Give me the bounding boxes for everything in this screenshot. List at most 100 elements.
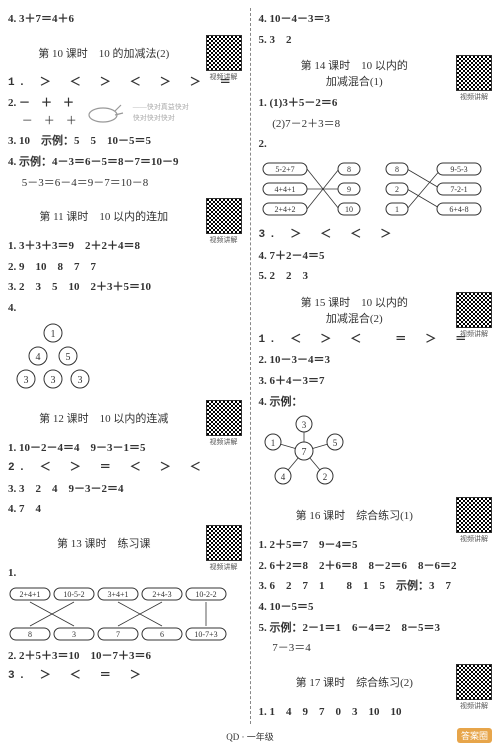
item: 2. 2＋5＋3＝10 10－7＋3＝6: [8, 648, 242, 666]
lesson-14-head: 第 14 课时 10 以内的 加减混合(1): [259, 55, 493, 91]
carrot-icon: [85, 99, 125, 127]
qr-icon: [206, 35, 242, 71]
footer: QD · 一年级 答案圈: [8, 730, 492, 743]
qr-icon: [456, 497, 492, 533]
svg-text:8: 8: [347, 165, 351, 174]
lesson-15-title: 第 15 课时 10 以内的 加减混合(2): [259, 294, 451, 326]
cross-diagram-1: 2+4+1 10-5-2 3+4+1 2+4-3 10-2-2 8 3 7 6 10-7+3: [8, 586, 242, 645]
qr-icon: [206, 400, 242, 436]
lesson-14-title: 第 14 课时 10 以内的 加减混合(1): [259, 57, 451, 89]
item: 4. 示例：4－3＝6－5＝8－7＝10－9: [8, 154, 242, 172]
svg-text:10-5-2: 10-5-2: [63, 590, 84, 599]
svg-text:9: 9: [347, 185, 351, 194]
svg-text:5-2+7: 5-2+7: [275, 165, 294, 174]
item: 3. 3 2 4 9－3－2＝4: [8, 481, 242, 499]
svg-text:3: 3: [301, 420, 306, 430]
item: 4. 示例：: [259, 394, 493, 412]
svg-text:5: 5: [66, 352, 71, 363]
lesson-16-head: 第 16 课时 综合练习(1): [259, 497, 493, 533]
svg-text:9-5-3: 9-5-3: [450, 165, 467, 174]
item: 4. 10－5＝5: [259, 599, 493, 617]
item: 5－3＝6－4＝9－7＝10－8: [8, 175, 242, 193]
q2-text: 2. － ＋ ＋ － ＋ ＋: [8, 95, 77, 130]
svg-text:5: 5: [332, 438, 337, 448]
lesson-10-head: 第 10 课时 10 的加减法(2): [8, 35, 242, 71]
column-divider: [250, 8, 251, 724]
qr-icon: [456, 292, 492, 328]
svg-text:1: 1: [270, 438, 275, 448]
item: (2)7－2＋3＝8: [259, 116, 493, 134]
svg-text:7: 7: [116, 630, 120, 639]
item: 5. 3 2: [259, 32, 493, 50]
q2-row: 2. － ＋ ＋ － ＋ ＋ ——快对真益快对 快对快对快对: [8, 95, 242, 130]
carrot-note: ——快对真益快对 快对快对快对: [133, 102, 189, 124]
lesson-12-head: 第 12 课时 10 以内的连减: [8, 400, 242, 436]
lesson-13-head: 第 13 课时 练习课: [8, 525, 242, 561]
svg-text:3: 3: [72, 630, 76, 639]
item: 4.: [8, 300, 242, 318]
qr-icon: [206, 525, 242, 561]
svg-text:2: 2: [322, 472, 327, 482]
page-columns: 4. 3＋7＝4＋6 第 10 课时 10 的加减法(2) 1. ＞ ＜ ＞ ＜…: [8, 8, 492, 724]
qr-icon: [456, 55, 492, 91]
item: 2. 9 10 8 7 7: [8, 259, 242, 277]
svg-text:1: 1: [395, 205, 399, 214]
footer-badge: 答案圈: [457, 728, 492, 743]
item: 2. 6＋2＝8 2＋6＝8 8－2＝6 8－6＝2: [259, 558, 493, 576]
svg-text:10-2-2: 10-2-2: [195, 590, 216, 599]
item: 3. 6 2 7 1 8 1 5 示例：3 7: [259, 578, 493, 596]
item: 4. 10－4－3＝3: [259, 11, 493, 29]
svg-text:4: 4: [36, 352, 41, 363]
svg-text:2+4+1: 2+4+1: [19, 590, 40, 599]
svg-text:2+4-3: 2+4-3: [152, 590, 171, 599]
lesson-16-title: 第 16 课时 综合练习(1): [259, 507, 451, 523]
svg-text:7: 7: [301, 447, 306, 458]
svg-text:3+4+1: 3+4+1: [107, 590, 128, 599]
right-column: 4. 10－4－3＝3 5. 3 2 第 14 课时 10 以内的 加减混合(1…: [259, 8, 493, 724]
item: 2. － ＋ ＋: [8, 95, 77, 113]
item: 3. ＞ ＜ ＜ ＞: [259, 227, 493, 245]
svg-text:8: 8: [395, 165, 399, 174]
item: 3. 2 3 5 10 2＋3＋5＝10: [8, 279, 242, 297]
item: 4. 3＋7＝4＋6: [8, 11, 242, 29]
item: 5. 示例：2－1＝1 6－4＝2 8－5＝3: [259, 620, 493, 638]
item: 3. 6＋4－3＝7: [259, 373, 493, 391]
svg-text:3: 3: [51, 375, 56, 386]
lesson-11-title: 第 11 课时 10 以内的连加: [8, 208, 200, 224]
svg-text:2+4+2: 2+4+2: [274, 205, 295, 214]
qr-icon: [206, 198, 242, 234]
item: 5. 2 2 3: [259, 268, 493, 286]
cross-diagram-2: 5-2+7 4+4+1 2+4+2 8 9 10 8 2 1 9-5-3 7-2-1 6+4-8: [259, 157, 493, 224]
star-diagram: 7 3 1 5 4 2: [259, 414, 493, 491]
item: 2.: [259, 136, 493, 154]
item: 4. 7 4: [8, 501, 242, 519]
svg-text:7-2-1: 7-2-1: [450, 185, 467, 194]
svg-text:4: 4: [280, 472, 285, 482]
svg-text:3: 3: [78, 375, 83, 386]
footer-text: QD · 一年级: [226, 732, 274, 742]
triangle-diagram: 1 4 5 3 3 3: [8, 321, 242, 394]
lesson-10-title: 第 10 课时 10 的加减法(2): [8, 45, 200, 61]
svg-text:4+4+1: 4+4+1: [274, 185, 295, 194]
svg-text:2: 2: [395, 185, 399, 194]
lesson-17-title: 第 17 课时 综合练习(2): [259, 674, 451, 690]
svg-text:6: 6: [160, 630, 164, 639]
svg-text:10: 10: [345, 205, 353, 214]
item: 4. 7＋2－4＝5: [259, 248, 493, 266]
item: 7－3＝4: [259, 640, 493, 658]
svg-text:10-7+3: 10-7+3: [194, 630, 217, 639]
item: － ＋ ＋: [8, 113, 77, 131]
lesson-11-head: 第 11 课时 10 以内的连加: [8, 198, 242, 234]
svg-text:8: 8: [28, 630, 32, 639]
svg-text:6+4-8: 6+4-8: [449, 205, 468, 214]
left-column: 4. 3＋7＝4＋6 第 10 课时 10 的加减法(2) 1. ＞ ＜ ＞ ＜…: [8, 8, 242, 724]
item: 3. ＞ ＜ ＝ ＞: [8, 668, 242, 686]
item: 3. 10 示例：5 5 10－5＝5: [8, 133, 242, 151]
lesson-17-head: 第 17 课时 综合练习(2): [259, 664, 493, 700]
item: 2. ＜ ＞ ＝ ＜ ＞ ＜: [8, 460, 242, 478]
qr-icon: [456, 664, 492, 700]
lesson-13-title: 第 13 课时 练习课: [8, 535, 200, 551]
svg-text:3: 3: [24, 375, 29, 386]
item: 2. 10－3－4＝3: [259, 352, 493, 370]
svg-text:1: 1: [51, 329, 56, 340]
